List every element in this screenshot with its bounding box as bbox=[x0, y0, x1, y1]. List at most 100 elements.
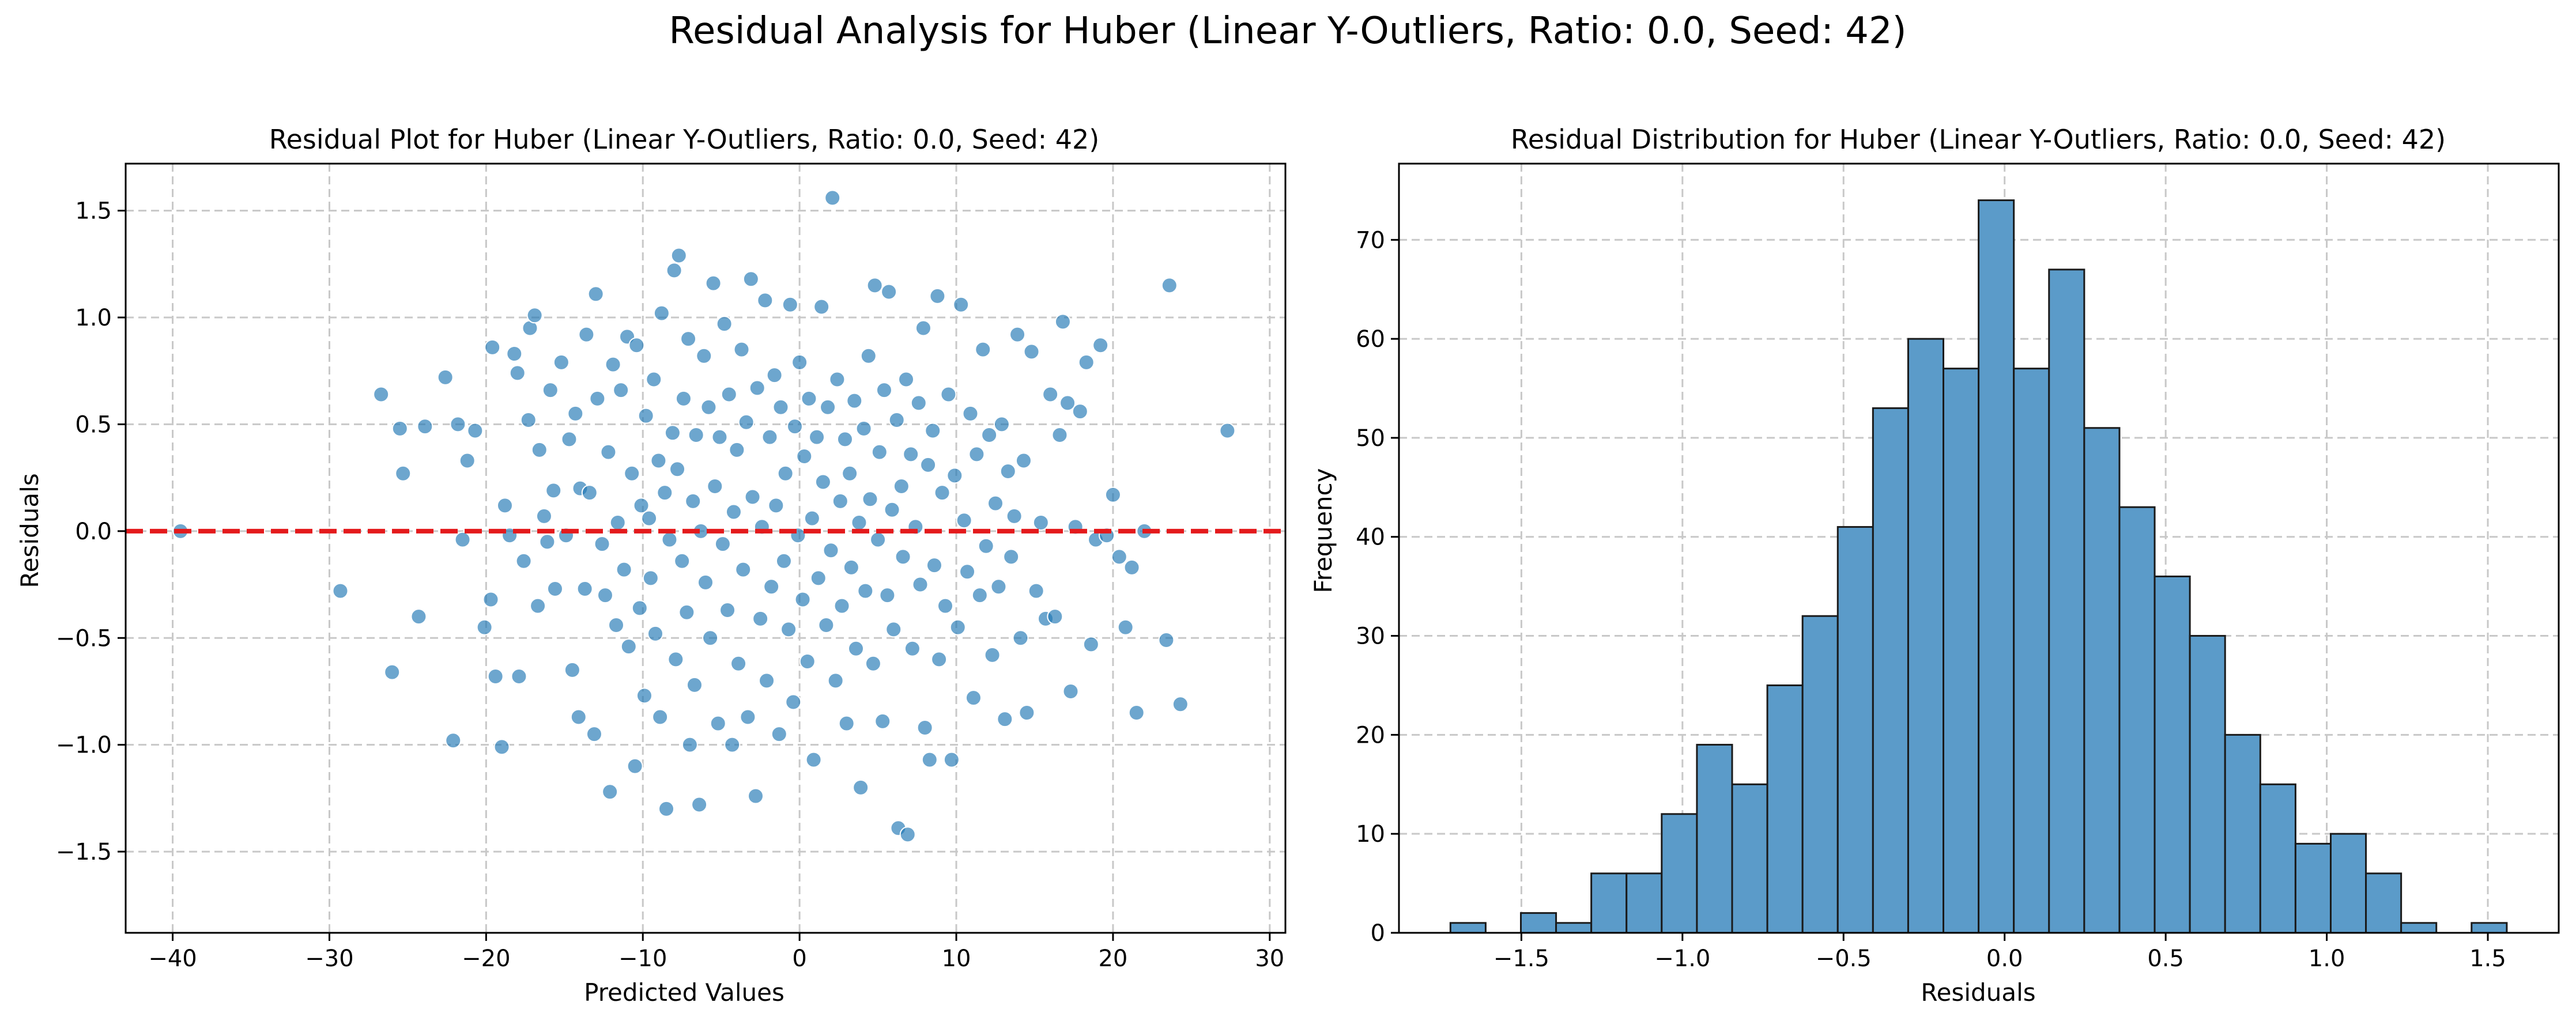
scatter-point bbox=[454, 531, 471, 548]
scatter-point bbox=[1117, 619, 1134, 636]
scatter-x-tick-label: 30 bbox=[1255, 945, 1284, 972]
scatter-point bbox=[981, 426, 998, 443]
scatter-point bbox=[526, 307, 543, 324]
scatter-point bbox=[823, 542, 839, 559]
histogram-x-axis-label: Residuals bbox=[1921, 978, 2035, 1007]
histogram-y-tick-label: 0 bbox=[1371, 920, 1385, 947]
scatter-point bbox=[553, 354, 569, 370]
scatter-point bbox=[865, 655, 881, 672]
histogram-bar bbox=[2400, 922, 2438, 934]
scatter-point bbox=[1051, 426, 1068, 443]
scatter-point bbox=[799, 653, 816, 670]
scatter-point bbox=[962, 405, 979, 422]
scatter-x-tick-label: −40 bbox=[148, 945, 197, 972]
scatter-point bbox=[450, 416, 466, 433]
scatter-point bbox=[652, 709, 669, 725]
scatter-point bbox=[711, 429, 728, 445]
scatter-point bbox=[768, 497, 785, 514]
scatter-point bbox=[857, 583, 874, 599]
scatter-point bbox=[748, 788, 764, 804]
scatter-point bbox=[978, 538, 994, 554]
scatter-point bbox=[744, 489, 761, 505]
scatter-point bbox=[624, 465, 640, 482]
scatter-point bbox=[968, 446, 985, 463]
scatter-point bbox=[685, 493, 701, 509]
scatter-point bbox=[657, 485, 673, 501]
scatter-point bbox=[749, 380, 765, 396]
scatter-point bbox=[786, 418, 803, 435]
scatter-plot-frame bbox=[125, 162, 1287, 934]
scatter-point bbox=[1047, 608, 1063, 625]
scatter-point bbox=[515, 553, 532, 569]
histogram-y-axis-label: Frequency bbox=[1309, 468, 1337, 593]
scatter-point bbox=[608, 617, 625, 633]
histogram-x-tick-label: 1.0 bbox=[2309, 945, 2345, 972]
scatter-point bbox=[496, 497, 513, 514]
scatter-point bbox=[926, 557, 942, 574]
scatter-y-tick-label: 1.5 bbox=[75, 198, 112, 225]
scatter-point bbox=[742, 271, 759, 288]
histogram-bar bbox=[2329, 833, 2367, 934]
scatter-point bbox=[990, 578, 1007, 595]
scatter-point bbox=[818, 617, 835, 633]
scatter-x-tick-label: −10 bbox=[618, 945, 667, 972]
scatter-point bbox=[586, 726, 602, 743]
scatter-point bbox=[484, 339, 501, 355]
scatter-point bbox=[761, 429, 778, 445]
scatter-point bbox=[804, 510, 820, 527]
scatter-point bbox=[696, 347, 712, 364]
scatter-point bbox=[437, 369, 454, 385]
scatter-point bbox=[925, 422, 941, 439]
scatter-point bbox=[794, 591, 811, 608]
scatter-point bbox=[824, 190, 841, 206]
scatter-point bbox=[929, 288, 946, 304]
scatter-point bbox=[620, 638, 637, 655]
scatter-point bbox=[895, 549, 911, 565]
scatter-point bbox=[879, 587, 896, 604]
scatter-point bbox=[838, 715, 855, 732]
scatter-point bbox=[763, 578, 780, 595]
scatter-point bbox=[934, 485, 951, 501]
scatter-point bbox=[664, 425, 681, 441]
histogram-bar bbox=[2294, 842, 2332, 934]
histogram-bars bbox=[1449, 199, 2508, 934]
scatter-point bbox=[956, 512, 972, 529]
scatter-point bbox=[862, 491, 878, 508]
scatter-point bbox=[1032, 515, 1049, 531]
histogram-bar bbox=[2189, 635, 2226, 934]
scatter-point bbox=[946, 467, 963, 484]
scatter-point bbox=[987, 495, 1004, 512]
scatter-point bbox=[1019, 705, 1035, 721]
scatter-point bbox=[675, 390, 692, 407]
scatter-point bbox=[616, 561, 632, 578]
scatter-point bbox=[658, 800, 675, 817]
scatter-y-tick-label: 0.0 bbox=[75, 519, 112, 545]
scatter-point bbox=[667, 651, 684, 668]
scatter-point bbox=[719, 602, 736, 619]
scatter-point bbox=[602, 784, 618, 800]
scatter-point bbox=[959, 563, 976, 580]
scatter-point bbox=[843, 559, 859, 576]
scatter-point bbox=[1158, 631, 1175, 648]
scatter-point bbox=[391, 420, 408, 437]
residual-scatter-panel: −40 −30 −20 −10 0 10 20 30 −1.5 −1.0 −0.5 0.0 0.5 1.… bbox=[16, 124, 1287, 1007]
scatter-point bbox=[813, 298, 830, 315]
scatter-point bbox=[1054, 313, 1071, 330]
histogram-bar bbox=[2083, 427, 2121, 934]
scatter-point bbox=[641, 510, 658, 527]
scatter-point bbox=[666, 262, 682, 279]
scatter-point bbox=[589, 390, 606, 407]
scatter-point bbox=[700, 399, 717, 415]
scatter-point bbox=[459, 452, 476, 469]
histogram-y-tick-label: 40 bbox=[1356, 524, 1385, 551]
scatter-point bbox=[520, 412, 537, 428]
scatter-point bbox=[775, 553, 792, 569]
scatter-point bbox=[395, 465, 412, 482]
histogram-y-tick-label: 60 bbox=[1356, 326, 1385, 353]
scatter-point bbox=[836, 431, 853, 448]
histogram-bar bbox=[2259, 783, 2296, 934]
scatter-y-tick-label: 0.5 bbox=[75, 411, 112, 438]
scatter-point bbox=[482, 591, 499, 608]
scatter-point bbox=[1128, 705, 1145, 721]
